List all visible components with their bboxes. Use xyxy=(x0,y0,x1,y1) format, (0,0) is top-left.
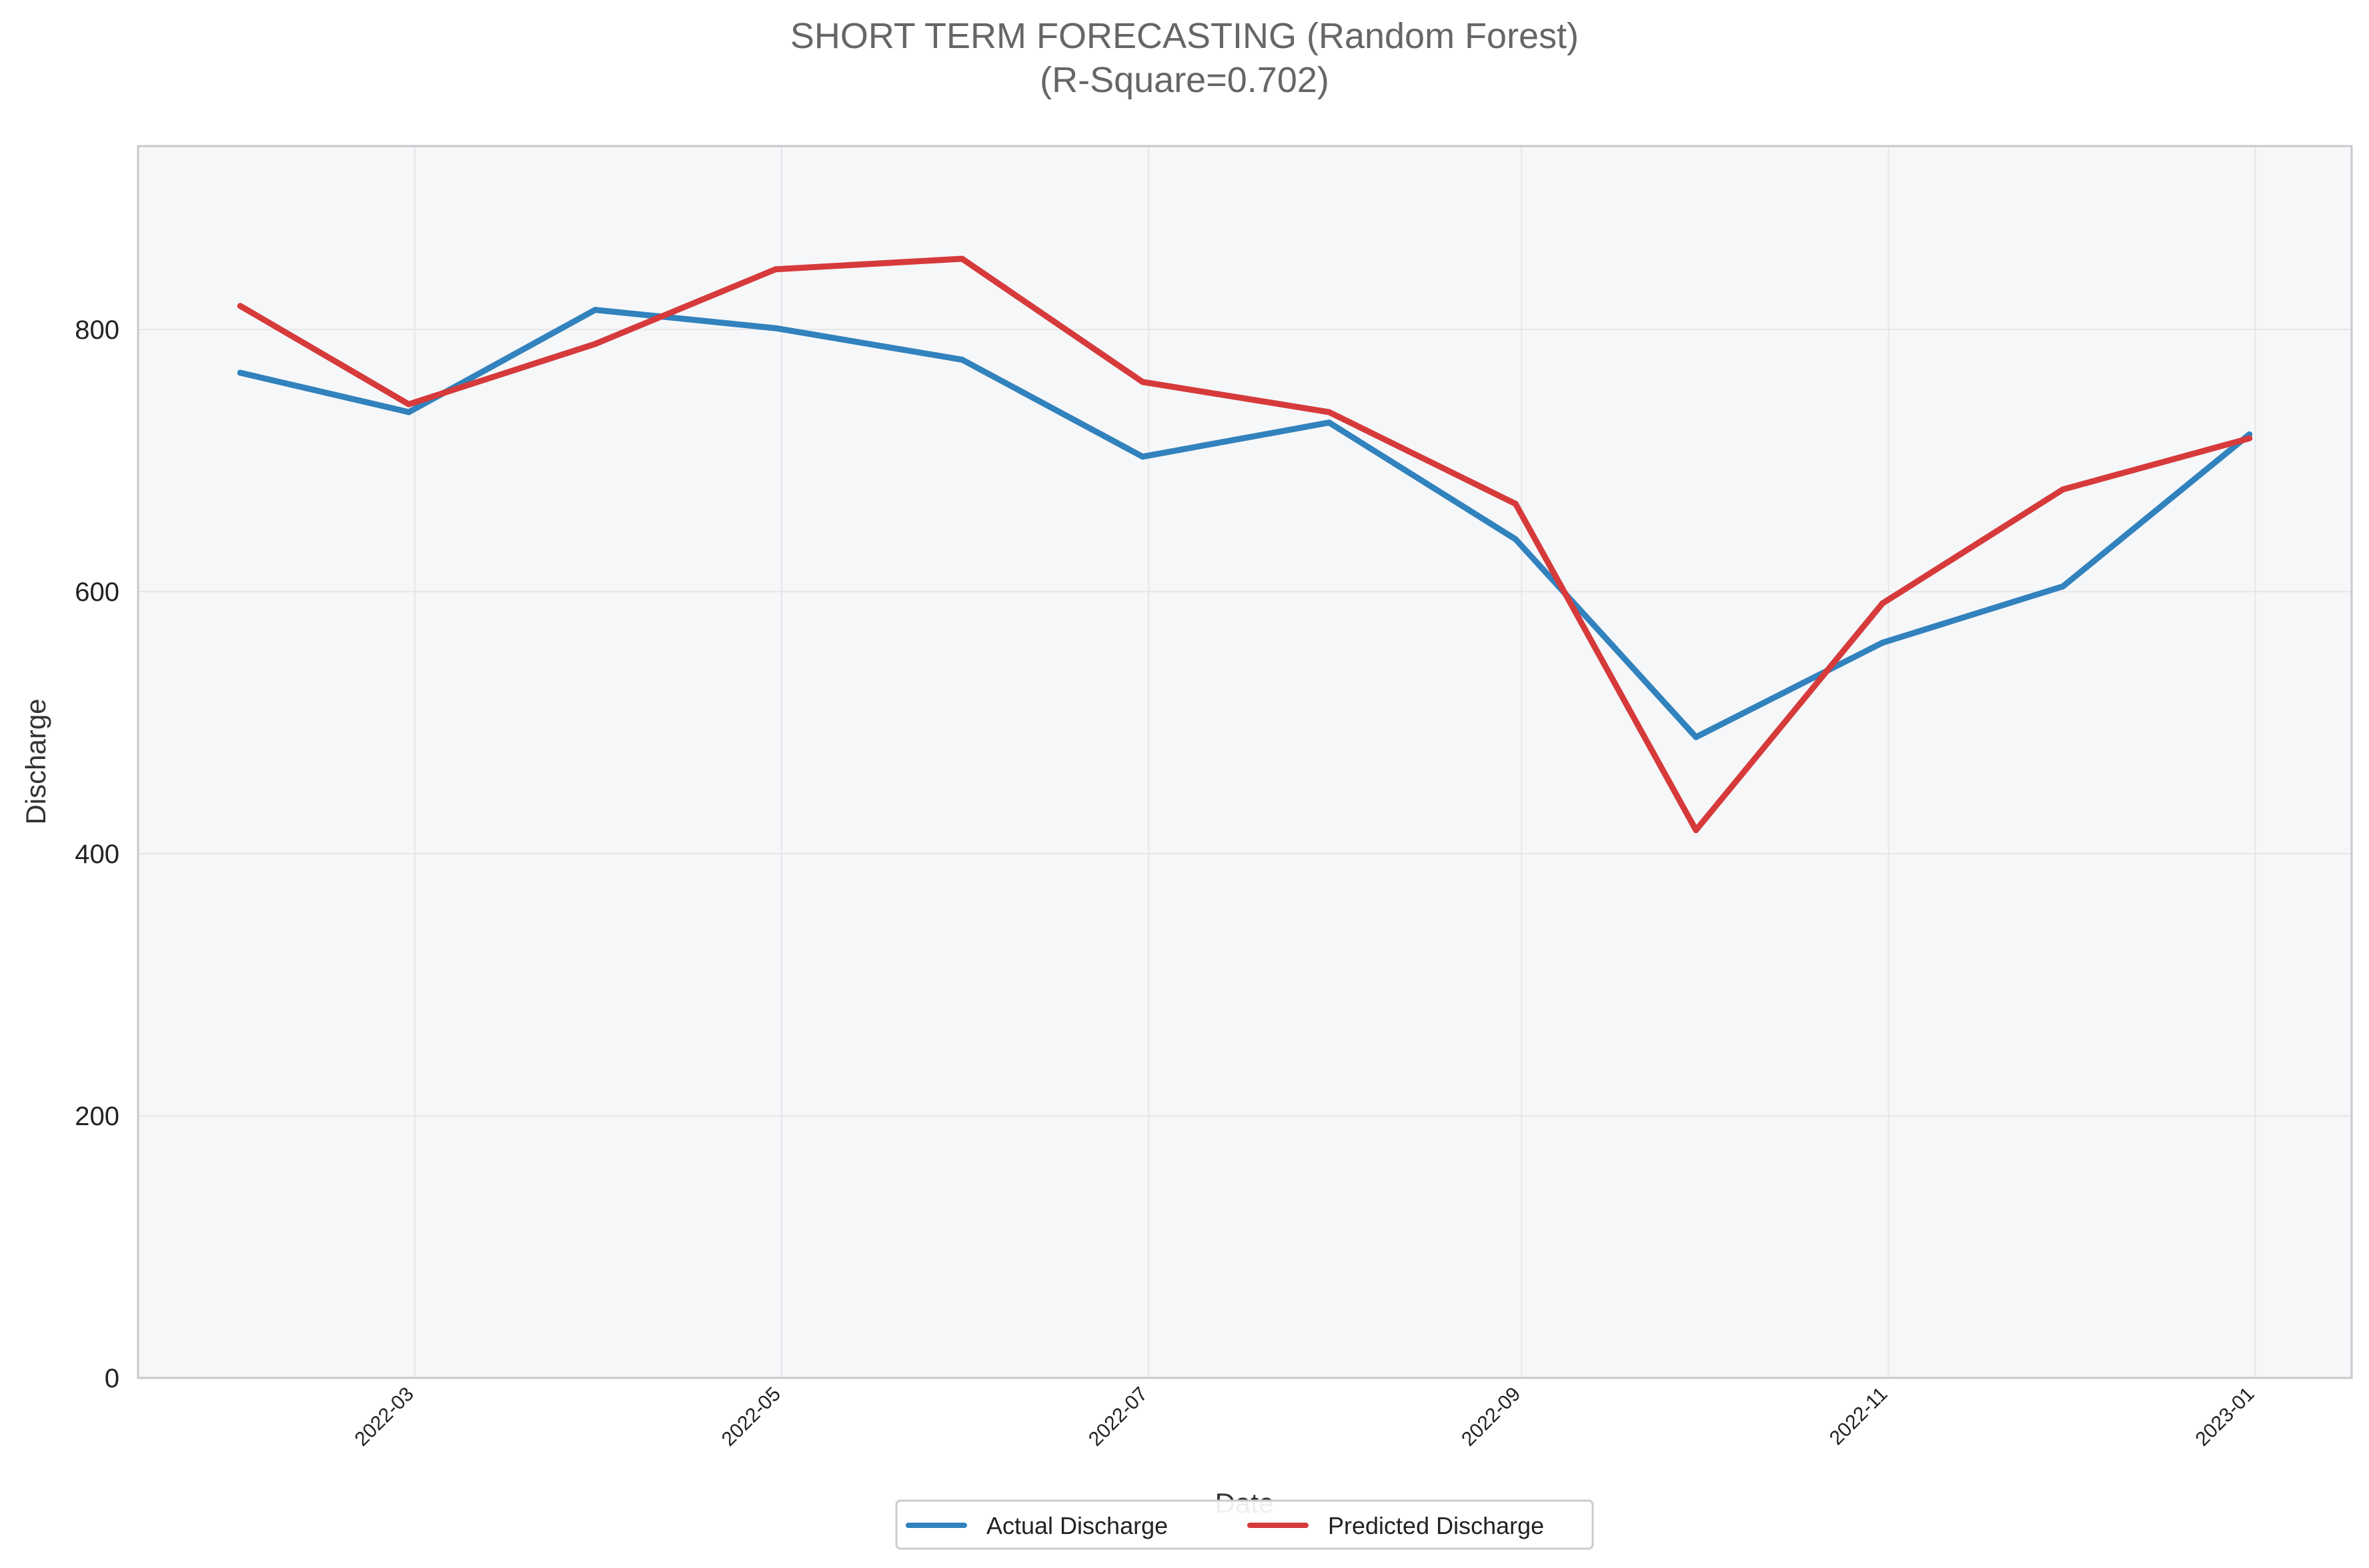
predicted-discharge-point xyxy=(1693,827,1699,834)
x-tick-label: 2022-03 xyxy=(351,1383,418,1451)
y-tick-label: 200 xyxy=(75,1102,119,1131)
predicted-discharge-point xyxy=(406,401,412,408)
chart-subtitle: (R-Square=0.702) xyxy=(1040,60,1329,100)
predicted-discharge-point xyxy=(237,303,243,309)
predicted-discharge-line xyxy=(237,255,2253,834)
y-tick-label: 600 xyxy=(75,578,119,607)
chart-title: SHORT TERM FORECASTING (Random Forest) xyxy=(790,16,1579,56)
actual-discharge-point xyxy=(1139,454,1146,460)
predicted-discharge-point xyxy=(592,341,598,347)
legend-actual-label: Actual Discharge xyxy=(986,1512,1168,1539)
y-tick-label: 0 xyxy=(105,1364,119,1393)
series-lines xyxy=(237,255,2253,834)
x-tick-label: 2022-07 xyxy=(1084,1383,1152,1451)
predicted-discharge-point xyxy=(2246,435,2253,442)
x-tick-label: 2022-11 xyxy=(1825,1383,1892,1450)
predicted-discharge-point xyxy=(772,266,779,273)
y-tick-label: 800 xyxy=(75,315,119,345)
actual-discharge-point xyxy=(1512,536,1519,542)
predicted-discharge-point xyxy=(1139,379,1146,385)
predicted-discharge-point xyxy=(1326,409,1333,416)
actual-discharge-point xyxy=(237,369,243,376)
grid-lines xyxy=(138,146,2352,1379)
predicted-discharge-point xyxy=(959,255,966,262)
y-axis-label: Discharge xyxy=(20,698,51,824)
y-tick-labels: 0 200 400 600 800 xyxy=(75,315,119,1393)
legend-box xyxy=(895,1499,1594,1550)
y-tick-label: 400 xyxy=(75,840,119,869)
actual-discharge-point xyxy=(406,409,412,416)
x-tick-label: 2022-05 xyxy=(718,1383,785,1451)
plot-frame xyxy=(137,145,2353,1379)
actual-discharge-point xyxy=(959,356,966,363)
actual-discharge-line xyxy=(237,307,2253,740)
x-tick-label: 2022-09 xyxy=(1457,1383,1525,1451)
predicted-discharge-point xyxy=(1512,500,1519,507)
predicted-discharge-point xyxy=(2060,486,2066,493)
legend-predicted-label: Predicted Discharge xyxy=(1328,1512,1544,1539)
x-tick-label: 2023-01 xyxy=(2191,1383,2258,1451)
actual-discharge-point xyxy=(1693,734,1699,740)
plot-area xyxy=(138,146,2352,1378)
actual-discharge-point xyxy=(2060,583,2066,590)
legend: Actual Discharge Predicted Discharge xyxy=(895,1499,1594,1550)
x-tick-labels: 2022-03 2022-05 2022-07 2022-09 2022-11 2023-… xyxy=(351,1383,2259,1451)
actual-discharge-point xyxy=(1326,420,1333,426)
predicted-discharge-point xyxy=(1879,600,1885,607)
actual-discharge-point xyxy=(592,307,598,313)
actual-discharge-point xyxy=(1879,640,1885,646)
actual-discharge-point xyxy=(772,325,779,331)
